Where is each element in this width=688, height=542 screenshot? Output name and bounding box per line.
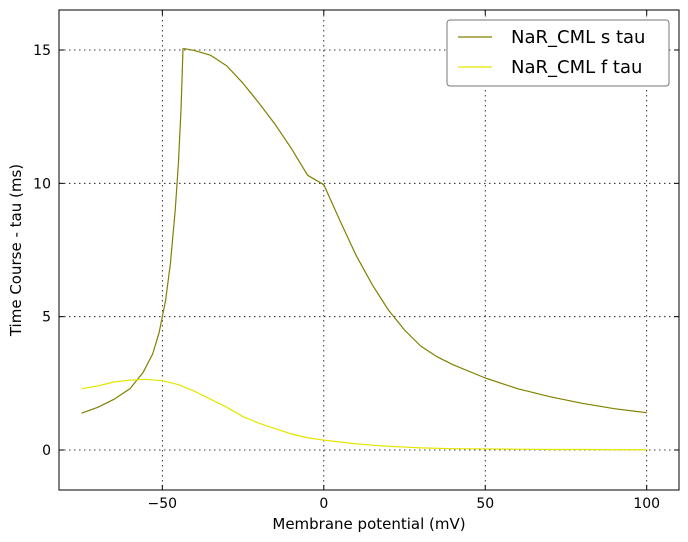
x-tick-label: 0 (319, 496, 328, 512)
plot-frame (58, 9, 680, 491)
x-tick-label: 50 (476, 496, 494, 512)
series-line-f-tau (81, 378, 647, 451)
x-tick-label: 100 (633, 496, 660, 512)
legend-label-f-tau: NaR_CML f tau (511, 57, 642, 78)
grid-lines (59, 10, 679, 490)
axis-ticks (59, 10, 679, 490)
y-axis-label: Time Course - tau (ms) (7, 164, 25, 337)
y-tick-label: 0 (42, 443, 51, 459)
series-layer (81, 48, 647, 451)
legend-label-s-tau: NaR_CML s tau (511, 27, 645, 48)
x-axis-label: Membrane potential (mV) (272, 515, 465, 533)
y-tick-label: 5 (42, 310, 51, 326)
tick-labels: −50 0 50 100 0 5 10 15 (33, 43, 660, 512)
legend-box (446, 19, 670, 87)
x-tick-label: −50 (148, 496, 178, 512)
y-tick-label: 10 (33, 176, 51, 192)
series-line-s-tau (81, 48, 647, 414)
y-tick-label: 15 (33, 43, 51, 59)
legend: NaR_CML s tau NaR_CML f tau (446, 19, 670, 87)
